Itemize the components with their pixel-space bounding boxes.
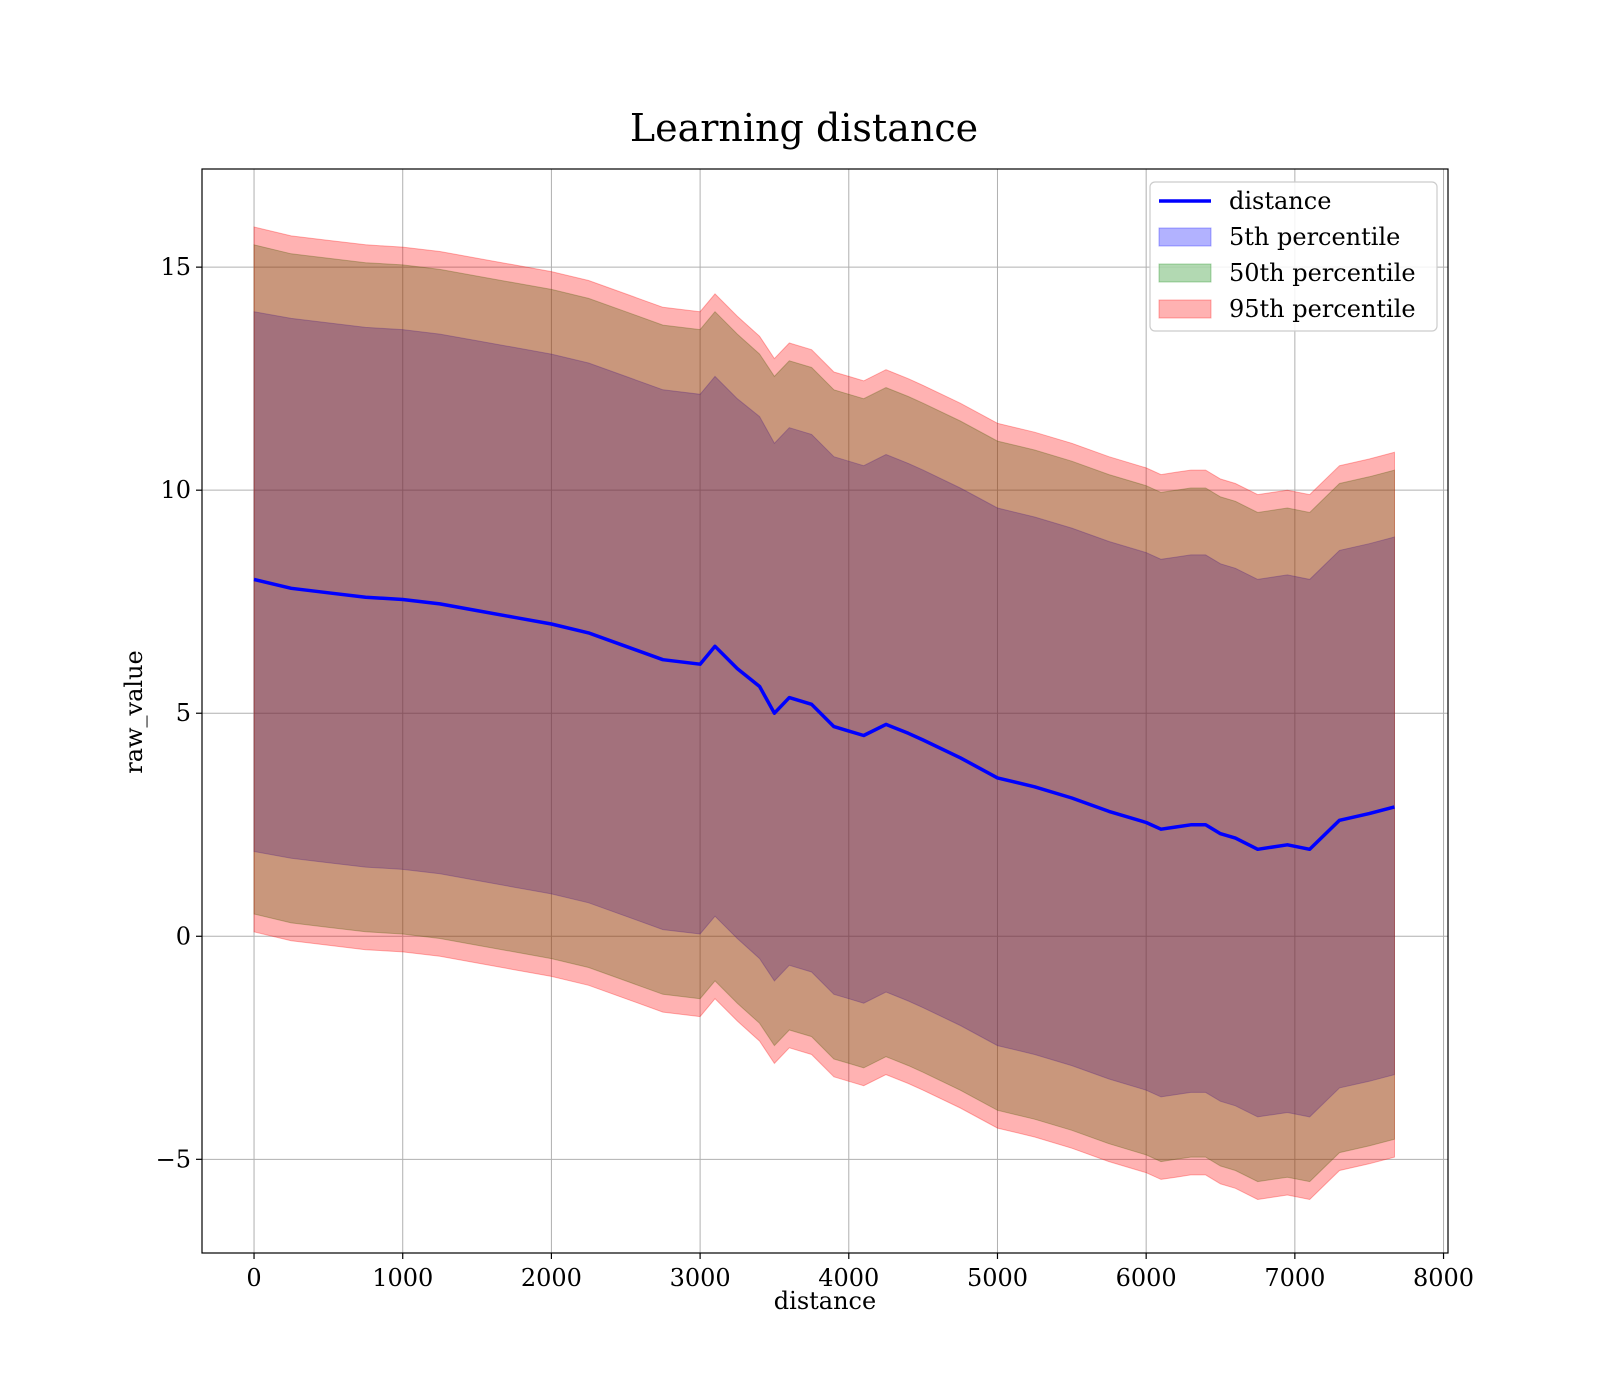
legend-label-5th-percentile: 5th percentile bbox=[1229, 223, 1400, 251]
x-axis-label: distance bbox=[774, 1287, 876, 1315]
x-tick-label: 3000 bbox=[670, 1264, 731, 1292]
distance-line-layer bbox=[253, 577, 1395, 852]
legend: distance 5th percentile 50th percentile … bbox=[1149, 181, 1438, 332]
x-tick-label: 4000 bbox=[818, 1264, 879, 1292]
x-tick-label: 0 bbox=[246, 1264, 261, 1292]
y-tick-label: 0 bbox=[176, 922, 191, 950]
band-95th-percentile bbox=[253, 226, 1395, 1201]
y-tick-label: 15 bbox=[160, 253, 191, 281]
y-tick-label: 10 bbox=[160, 476, 191, 504]
x-tick-label: 1000 bbox=[372, 1264, 433, 1292]
percentile-bands bbox=[253, 226, 1395, 1201]
legend-swatch-95th-percentile bbox=[1158, 299, 1212, 319]
legend-frame bbox=[1149, 181, 1438, 332]
legend-label-50th-percentile: 50th percentile bbox=[1229, 259, 1416, 287]
legend-swatch-5th-percentile bbox=[1158, 227, 1212, 247]
y-axis-label: raw_value bbox=[120, 650, 148, 774]
axis-ticks: 0 1000 2000 3000 4000 5000 6000 7000 8000 −5 0 5 10 1… bbox=[156, 253, 1474, 1292]
x-tick-label: 6000 bbox=[1116, 1264, 1177, 1292]
band-5th-percentile bbox=[253, 311, 1395, 1118]
line-distance bbox=[253, 577, 1395, 852]
x-tick-label: 5000 bbox=[967, 1264, 1028, 1292]
band-50th-percentile bbox=[253, 244, 1395, 1183]
x-tick-label: 8000 bbox=[1413, 1264, 1474, 1292]
plot-area-frame bbox=[201, 168, 1449, 1254]
x-tick-label: 2000 bbox=[521, 1264, 582, 1292]
y-tick-label: −5 bbox=[156, 1145, 191, 1173]
legend-label-95th-percentile: 95th percentile bbox=[1229, 295, 1416, 323]
chart-title: Learning distance bbox=[630, 106, 978, 150]
y-tick-label: 5 bbox=[176, 699, 191, 727]
legend-swatch-50th-percentile bbox=[1158, 263, 1212, 283]
legend-label-distance: distance bbox=[1229, 187, 1331, 215]
x-tick-label: 7000 bbox=[1264, 1264, 1325, 1292]
